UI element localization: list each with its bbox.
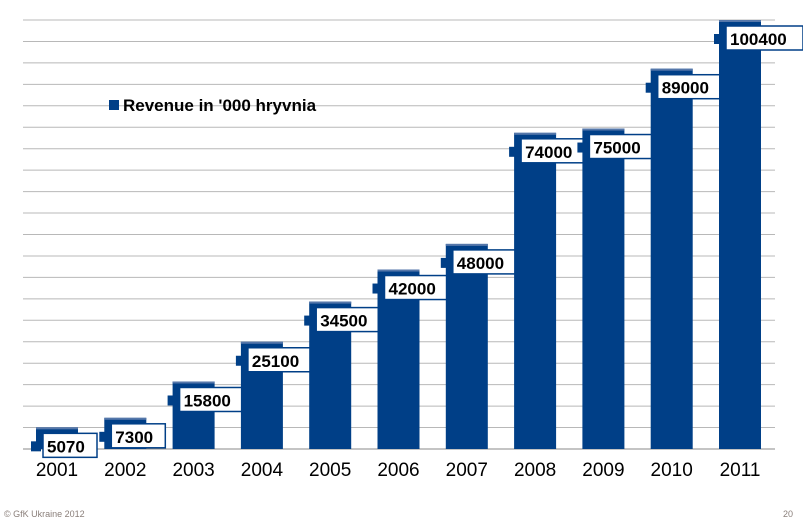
- x-tick-label: 2008: [514, 460, 556, 481]
- data-label: 5070: [47, 437, 85, 456]
- label-marker: [509, 146, 520, 157]
- label-marker: [304, 315, 315, 326]
- bar-2008: [514, 132, 557, 449]
- x-tick-label: 2011: [720, 460, 761, 481]
- x-tick-label: 2006: [377, 460, 419, 481]
- bar-top-edge: [309, 301, 352, 304]
- data-label: 15800: [184, 391, 231, 410]
- bar-top-edge: [377, 269, 420, 272]
- label-marker: [31, 441, 41, 452]
- data-label-box: [110, 423, 167, 449]
- data-label-box: [452, 249, 520, 275]
- x-tick-label: 2004: [241, 460, 284, 481]
- x-tick-label: 2005: [309, 460, 351, 481]
- data-label: 25100: [252, 352, 299, 371]
- copyright-text: GfK Ukraine 2012: [13, 509, 85, 519]
- label-marker: [577, 142, 588, 153]
- legend-marker: [109, 100, 119, 110]
- data-label-box: [520, 138, 588, 164]
- legend-label: Revenue in '000 hryvnia: [123, 96, 317, 115]
- bar-top-edge: [172, 381, 215, 384]
- data-label-box: [247, 347, 315, 373]
- label-marker: [645, 82, 656, 93]
- copyright-footer: © GfK Ukraine 2012: [4, 509, 85, 519]
- label-marker: [99, 431, 110, 442]
- bar-2010: [650, 68, 693, 450]
- data-label-box: [588, 133, 656, 160]
- bar-top-edge: [514, 132, 557, 135]
- data-label: 34500: [320, 312, 367, 331]
- data-label: 75000: [593, 139, 640, 158]
- x-tick-label: 2001: [36, 460, 78, 481]
- x-tick-label: 2003: [172, 460, 214, 481]
- x-tick-label: 2010: [651, 460, 693, 481]
- data-label-box: [42, 432, 98, 459]
- x-tick-label: 2007: [446, 460, 488, 481]
- data-label-box: [383, 274, 451, 301]
- label-marker: [167, 395, 178, 406]
- data-label: 89000: [662, 79, 709, 98]
- data-label: 48000: [457, 254, 504, 273]
- bar-top-edge: [582, 128, 625, 131]
- page-number: 20: [782, 509, 793, 519]
- x-tick-label: 2009: [582, 460, 624, 481]
- x-tick-label: 2002: [104, 460, 146, 481]
- data-label-box: [315, 306, 383, 333]
- bar-2009: [582, 128, 625, 450]
- label-marker: [714, 34, 724, 44]
- data-label: 100400: [730, 30, 787, 49]
- bar-top-edge: [36, 427, 78, 430]
- data-label: 7300: [115, 428, 153, 447]
- bar-top-edge: [650, 68, 693, 71]
- bar-2007: [445, 243, 488, 449]
- data-label-box: [656, 73, 724, 100]
- data-label: 42000: [389, 280, 436, 299]
- label-marker: [372, 283, 383, 294]
- bar-2011: [719, 20, 761, 449]
- bar-top-edge: [445, 243, 488, 246]
- data-label-box: [725, 25, 803, 51]
- data-label: 74000: [525, 143, 572, 162]
- bar-top-edge: [240, 341, 283, 344]
- label-marker: [440, 257, 451, 268]
- bar-top-edge: [104, 417, 147, 420]
- label-marker: [235, 355, 246, 366]
- bar-top-edge: [719, 20, 761, 22]
